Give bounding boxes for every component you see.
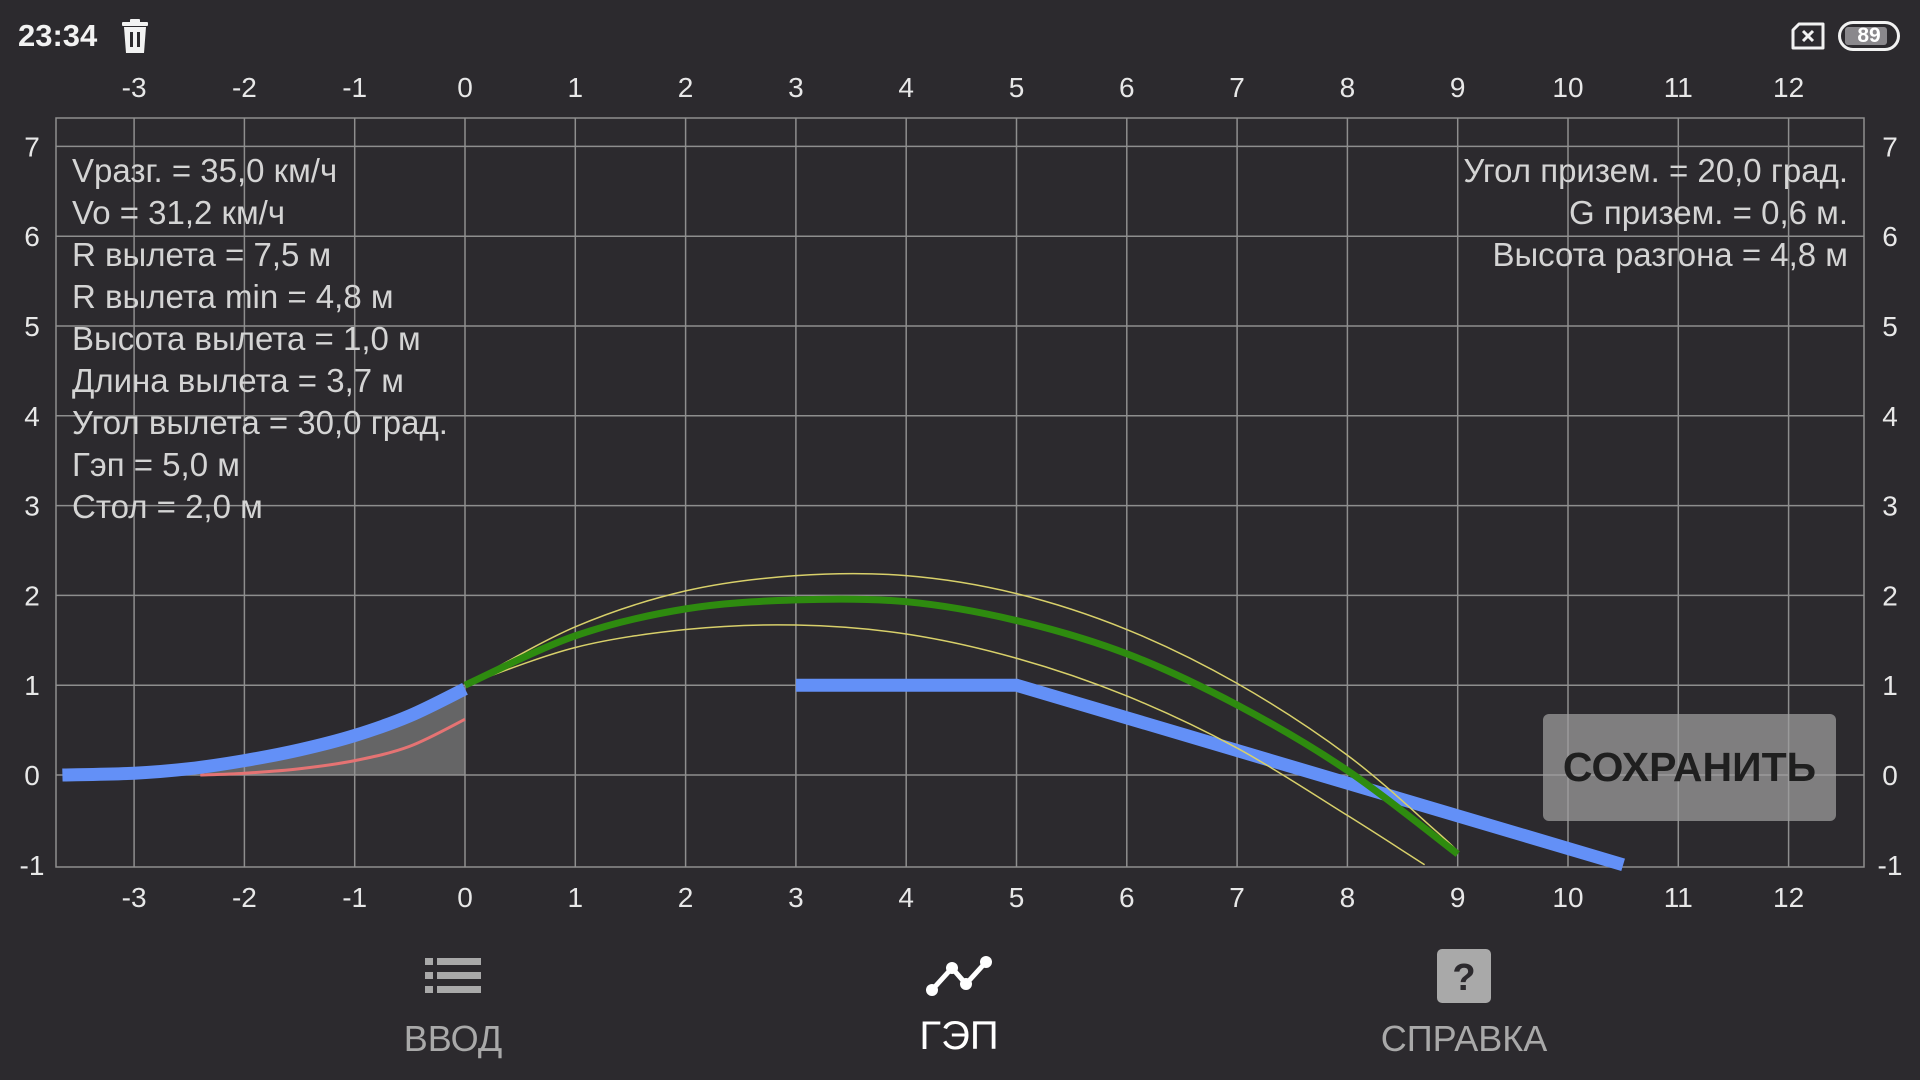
x-tick-bottom: 7 <box>1229 882 1245 913</box>
gap-chart: -3-3-2-2-1-10011223344556677889910101111… <box>20 72 1903 913</box>
x-tick-bottom: 9 <box>1450 882 1466 913</box>
y-tick-left: 3 <box>24 491 40 522</box>
x-tick-top: 3 <box>788 72 804 103</box>
x-tick-top: 11 <box>1664 72 1693 103</box>
x-tick-bottom: 8 <box>1340 882 1356 913</box>
x-tick-bottom: 2 <box>678 882 694 913</box>
status-time: 23:34 <box>18 18 98 53</box>
x-tick-top: 4 <box>898 72 914 103</box>
x-tick-bottom: 12 <box>1773 882 1804 913</box>
info-right-line-2: Высота разгона = 4,8 м <box>1492 236 1848 273</box>
x-tick-bottom: 11 <box>1664 882 1693 913</box>
y-tick-right: -1 <box>1878 850 1903 881</box>
y-tick-left: 1 <box>24 670 40 701</box>
x-tick-top: 0 <box>457 72 473 103</box>
x-tick-top: 5 <box>1009 72 1025 103</box>
info-left-line-7: Гэп = 5,0 м <box>72 446 240 483</box>
series-table-and-landing <box>795 678 1625 872</box>
battery-level: 89 <box>1857 24 1881 47</box>
y-tick-left: -1 <box>20 850 45 881</box>
y-tick-right: 1 <box>1882 670 1898 701</box>
y-tick-left: 2 <box>24 580 40 611</box>
jump-parameters-left: Vразг. = 35,0 км/ч Vo = 31,2 км/ч R вылета… <box>72 150 448 528</box>
plot-border <box>55 117 1865 868</box>
x-tick-top: -2 <box>232 72 257 103</box>
x-tick-top: 10 <box>1552 72 1583 103</box>
x-tick-bottom: -1 <box>342 882 367 913</box>
nav-tab-help[interactable]: ? СПРАВКА <box>1314 915 1614 1080</box>
x-tick-top: -3 <box>122 72 147 103</box>
list-icon <box>425 948 481 1004</box>
no-sim-icon <box>1791 22 1825 50</box>
x-tick-bottom: -3 <box>122 882 147 913</box>
x-tick-top: 2 <box>678 72 694 103</box>
y-tick-right: 3 <box>1882 491 1898 522</box>
y-tick-right: 5 <box>1882 311 1898 342</box>
x-tick-top: 9 <box>1450 72 1466 103</box>
trash-icon <box>122 19 148 53</box>
x-tick-bottom: 10 <box>1552 882 1583 913</box>
x-tick-top: 8 <box>1340 72 1356 103</box>
y-tick-right: 6 <box>1882 221 1898 252</box>
nav-tab-gap-label: ГЭП <box>919 1014 999 1058</box>
nav-tab-input-label: ВВОД <box>403 1018 503 1059</box>
x-tick-bottom: -2 <box>232 882 257 913</box>
x-tick-bottom: 4 <box>898 882 914 913</box>
series-trajectory <box>463 595 1460 857</box>
info-left-line-4: Высота вылета = 1,0 м <box>72 320 421 357</box>
y-tick-right: 2 <box>1882 580 1898 611</box>
battery-fill <box>1845 27 1887 45</box>
nav-tab-help-label: СПРАВКА <box>1380 1018 1548 1059</box>
nav-tab-gap[interactable]: ГЭП <box>809 915 1109 1080</box>
x-tick-top: 6 <box>1119 72 1135 103</box>
y-tick-right: 0 <box>1882 760 1898 791</box>
info-left-line-2: R вылета = 7,5 м <box>72 236 332 273</box>
y-tick-left: 4 <box>24 401 40 432</box>
info-right-line-1: G призем. = 0,6 м. <box>1569 194 1848 231</box>
x-tick-bottom: 6 <box>1119 882 1135 913</box>
battery-indicator: 89 <box>1838 21 1900 51</box>
info-left-line-1: Vo = 31,2 км/ч <box>72 194 286 231</box>
y-tick-left: 7 <box>24 131 40 162</box>
x-tick-bottom: 3 <box>788 882 804 913</box>
nav-tab-input[interactable]: ВВОД <box>303 915 603 1080</box>
jump-parameters-right: Угол призем. = 20,0 град. G призем. = 0,6… <box>1463 150 1848 276</box>
x-tick-bottom: 5 <box>1009 882 1025 913</box>
series-takeoff-ramp <box>62 682 468 782</box>
y-tick-left: 5 <box>24 311 40 342</box>
chart-line-icon <box>924 948 994 1004</box>
info-left-line-3: R вылета min = 4,8 м <box>72 278 394 315</box>
x-tick-top: 7 <box>1229 72 1245 103</box>
info-left-line-5: Длина вылета = 3,7 м <box>72 362 404 399</box>
x-tick-bottom: 1 <box>568 882 584 913</box>
info-left-line-6: Угол вылета = 30,0 град. <box>72 404 448 441</box>
y-tick-left: 6 <box>24 221 40 252</box>
help-icon: ? <box>1436 948 1492 1004</box>
series-min-radius-ramp <box>200 717 466 777</box>
svg-text:?: ? <box>1452 957 1475 999</box>
info-left-line-8: Стол = 2,0 м <box>72 488 263 525</box>
series-trajectory-upper <box>464 572 1459 852</box>
x-tick-bottom: 0 <box>457 882 473 913</box>
info-right-line-0: Угол призем. = 20,0 град. <box>1463 152 1848 189</box>
x-tick-top: 12 <box>1773 72 1804 103</box>
save-button[interactable]: СОХРАНИТЬ <box>1543 714 1836 821</box>
y-tick-right: 4 <box>1882 401 1898 432</box>
x-tick-top: -1 <box>342 72 367 103</box>
bottom-navigation: ВВОД ГЭП ? СПРАВКА <box>0 915 1920 1080</box>
y-tick-left: 0 <box>24 760 40 791</box>
info-left-line-0: Vразг. = 35,0 км/ч <box>72 152 338 189</box>
x-tick-top: 1 <box>568 72 584 103</box>
ramp-body-fill <box>200 688 465 775</box>
series-trajectory-lower <box>464 624 1426 866</box>
y-tick-right: 7 <box>1882 131 1898 162</box>
status-bar: 23:34 89 <box>0 0 1920 70</box>
